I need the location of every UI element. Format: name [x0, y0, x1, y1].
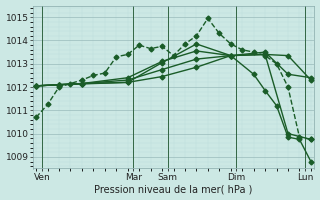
- X-axis label: Pression niveau de la mer( hPa ): Pression niveau de la mer( hPa ): [94, 184, 253, 194]
